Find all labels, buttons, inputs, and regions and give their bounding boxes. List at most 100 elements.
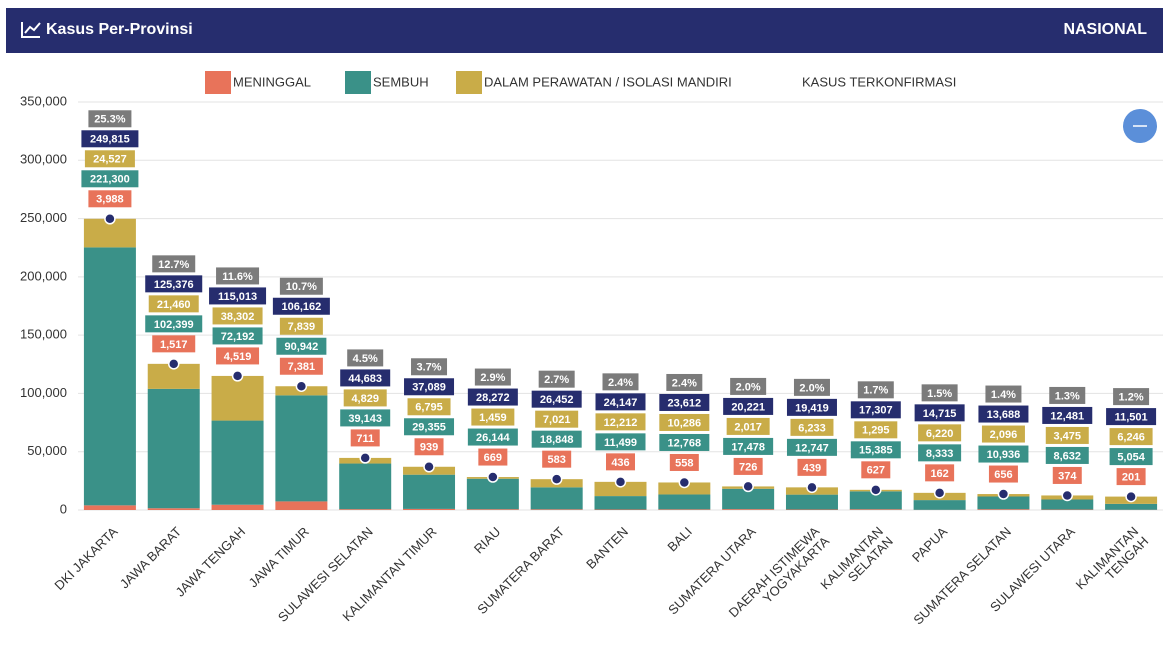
share-label-box <box>216 267 260 285</box>
data-label-box <box>595 433 646 451</box>
share-label-box <box>1113 388 1150 406</box>
share-label-box <box>602 373 639 391</box>
data-label-box <box>918 444 962 462</box>
data-label-box <box>797 458 827 476</box>
data-label-box <box>733 457 763 475</box>
chart-icon <box>21 22 41 38</box>
total-label-box <box>978 405 1029 423</box>
data-label-text: 17,478 <box>731 441 765 453</box>
share-label: 2.9% <box>474 368 511 386</box>
data-label-box <box>723 437 774 455</box>
total-label-box <box>81 130 139 148</box>
share-label: 1.5% <box>921 384 958 402</box>
data-label-text: 439 <box>803 462 821 474</box>
data-label-text: 669 <box>484 452 502 464</box>
data-label-text: 627 <box>867 465 885 477</box>
share-label: 2.0% <box>730 377 767 395</box>
share-label-text: 1.5% <box>927 388 952 400</box>
share-label: 2.7% <box>538 370 575 388</box>
data-label-text: 102,399 <box>154 319 194 331</box>
data-label: 627 <box>861 461 891 479</box>
data-label-text: 726 <box>739 461 757 473</box>
share-label-text: 2.7% <box>544 374 569 386</box>
share-label-text: 1.3% <box>1055 390 1080 402</box>
data-label-text: 1,517 <box>160 339 188 351</box>
x-tick-label: JAWA TENGAH <box>172 524 248 600</box>
data-label: 3,988 <box>88 190 132 208</box>
total-label: 44,683 <box>340 369 391 387</box>
data-label-text: 10,286 <box>667 417 701 429</box>
total-label-text: 106,162 <box>281 301 321 313</box>
total-label-text: 11,501 <box>1115 411 1148 423</box>
header-right[interactable]: NASIONAL <box>1063 21 1147 38</box>
data-label-text: 15,385 <box>859 445 893 457</box>
data-label-text: 656 <box>994 469 1012 481</box>
total-label-text: 249,815 <box>90 134 130 146</box>
total-label-text: 26,452 <box>540 394 574 406</box>
legend-swatch <box>345 71 371 94</box>
legend-label: SEMBUH <box>373 74 429 89</box>
bar-segment <box>722 488 775 510</box>
share-label-text: 4.5% <box>353 353 378 365</box>
data-label: 6,795 <box>407 398 451 416</box>
data-label-box <box>152 335 196 353</box>
data-label-box <box>659 433 710 451</box>
data-label-box <box>343 389 387 407</box>
data-label: 7,381 <box>279 357 323 375</box>
data-label: 374 <box>1052 466 1082 484</box>
data-label-text: 12,747 <box>795 442 829 454</box>
data-label-box <box>414 438 444 456</box>
data-label-box <box>478 448 508 466</box>
total-label: 20,221 <box>723 397 774 415</box>
data-label-box <box>1116 468 1146 486</box>
bar-segment <box>594 496 647 510</box>
bar-segment <box>849 509 902 510</box>
legend-swatch <box>456 71 482 94</box>
data-label-text: 558 <box>675 457 693 469</box>
share-label-box <box>857 381 894 399</box>
share-label-box <box>730 377 767 395</box>
zoom-out-button[interactable] <box>1123 109 1157 143</box>
y-tick-label: 150,000 <box>20 327 67 342</box>
share-label-text: 1.7% <box>863 385 888 397</box>
data-label-box <box>850 441 901 459</box>
bar-segment <box>913 500 966 510</box>
data-label-box <box>854 421 898 439</box>
data-label: 18,848 <box>531 430 582 448</box>
total-dot <box>167 358 180 370</box>
share-label: 1.2% <box>1113 388 1150 406</box>
total-label-text: 13,688 <box>987 409 1021 421</box>
share-label: 2.4% <box>666 373 703 391</box>
total-dot <box>550 473 563 485</box>
share-label-text: 25.3% <box>94 114 125 126</box>
total-label-box <box>723 397 774 415</box>
bar-segment <box>466 478 519 510</box>
data-label-text: 6,233 <box>798 422 826 434</box>
data-label-box <box>1109 428 1153 446</box>
total-label: 13,688 <box>978 405 1029 423</box>
data-label-box <box>88 190 132 208</box>
data-label-text: 8,632 <box>1053 450 1081 462</box>
data-label-box <box>145 315 203 333</box>
data-label-box <box>595 413 646 431</box>
total-dot <box>359 452 371 464</box>
data-label-text: 583 <box>547 454 565 466</box>
x-tick-label: KALIMANTANTENGAH <box>1073 524 1152 603</box>
total-label: 24,147 <box>595 393 646 411</box>
data-label-text: 436 <box>611 457 629 469</box>
data-label-box <box>471 408 515 426</box>
data-label: 8,632 <box>1045 446 1089 464</box>
share-label: 25.3% <box>88 110 132 128</box>
total-label-box <box>1106 408 1157 426</box>
data-label-text: 4,829 <box>351 393 379 405</box>
total-label: 11,501 <box>1106 408 1157 426</box>
bar-segment <box>339 463 392 510</box>
total-label-box <box>209 287 267 305</box>
data-label-box <box>148 295 199 313</box>
data-label-text: 21,460 <box>157 299 191 311</box>
total-label-box <box>659 393 710 411</box>
data-label-text: 374 <box>1058 470 1077 482</box>
data-label-box <box>212 327 263 345</box>
bar-segment <box>1105 503 1158 510</box>
